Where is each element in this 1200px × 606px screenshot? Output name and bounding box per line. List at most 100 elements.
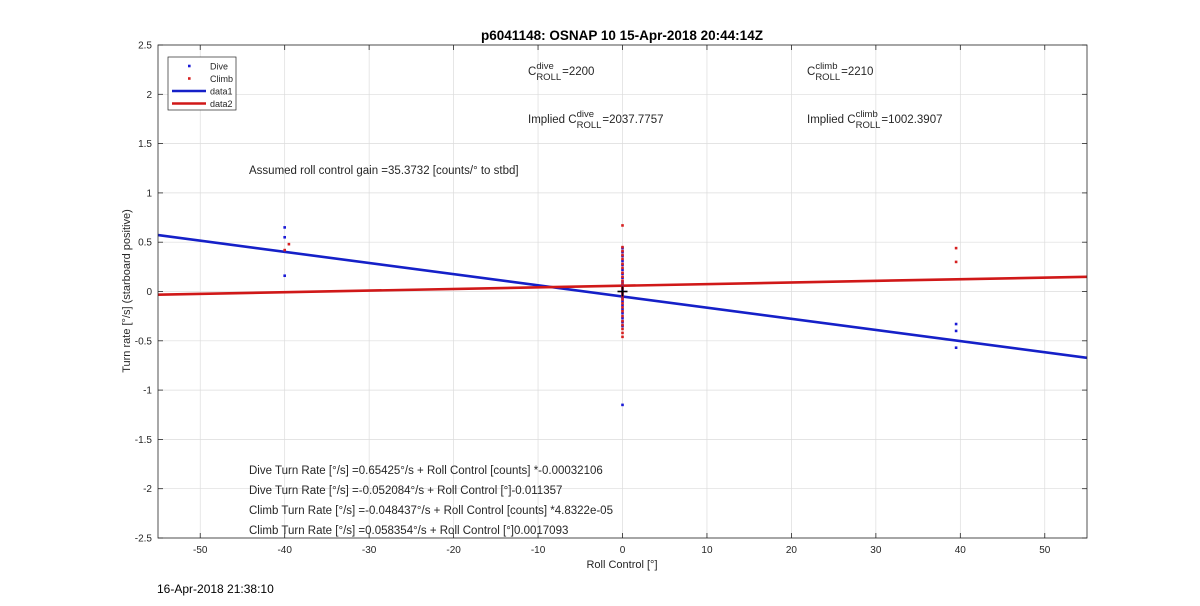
annotation-subscript: ROLL [536, 72, 561, 83]
x-tick-label: 0 [620, 545, 626, 556]
point-dive [954, 346, 958, 350]
point-dive [954, 329, 958, 333]
annotation-subscript: ROLL [815, 72, 840, 83]
x-tick-label: 20 [786, 545, 798, 556]
point-climb [621, 335, 624, 339]
annotation-superscript: climb [815, 61, 837, 72]
annotation-c_roll_dive: Cdive ROLL=2200 [528, 61, 594, 83]
point-climb [621, 262, 624, 266]
legend-label: data2 [210, 99, 233, 109]
point-climb [621, 298, 624, 301]
annotation-gain: Assumed roll control gain =35.3732 [coun… [249, 165, 519, 177]
annotation-subscript: ROLL [856, 120, 881, 131]
y-tick-label: 1 [146, 188, 152, 199]
y-axis-label: Turn rate [°/s] (starboard positive) [121, 209, 133, 373]
origin-marker [617, 286, 628, 297]
point-dive [283, 235, 286, 239]
annotation-suffix: =1002.3907 [881, 114, 942, 126]
point-climb [621, 253, 624, 257]
x-tick-label: -10 [531, 545, 546, 556]
x-tick-label: 40 [955, 545, 967, 556]
annotation-c_roll_climb: Cclimb ROLL=2210 [807, 61, 873, 83]
legend-box [167, 56, 237, 111]
x-tick-label: 50 [1039, 545, 1051, 556]
annotation-implied_dive: Implied Cdive ROLL=2037.7757 [528, 109, 663, 131]
point-climb [621, 314, 624, 318]
point-climb [621, 309, 624, 313]
annotation-suffix: =2210 [841, 66, 873, 78]
annotation-superscript: dive [536, 61, 553, 72]
x-tick-label: -40 [277, 545, 292, 556]
point-climb [621, 319, 624, 323]
annotation-suffix: =2200 [562, 66, 594, 78]
legend-marker [188, 77, 191, 80]
y-tick-label: 1.5 [138, 139, 152, 150]
point-dive [621, 403, 624, 407]
point-climb [954, 260, 958, 264]
point-dive [621, 300, 624, 303]
point-climb [621, 275, 624, 279]
legend-label: Dive [210, 61, 228, 71]
timestamp-footer: 16-Apr-2018 21:38:10 [157, 582, 274, 596]
y-tick-label: -1.5 [135, 435, 153, 446]
point-dive [621, 311, 624, 315]
point-dive [621, 304, 624, 307]
annotation-subscript: ROLL [577, 120, 602, 131]
x-tick-label: -20 [446, 545, 461, 556]
x-tick-label: 10 [701, 545, 713, 556]
annotation-prefix: C [807, 66, 815, 78]
annotation-prefix: C [528, 66, 536, 78]
y-tick-label: -2.5 [135, 534, 153, 545]
point-climb [621, 327, 624, 331]
point-climb [621, 266, 624, 270]
y-tick-label: -1 [143, 386, 152, 397]
legend-marker [188, 64, 191, 68]
annotation-fit3: Climb Turn Rate [°/s] =-0.048437°/s + Ro… [249, 505, 613, 517]
point-climb [621, 279, 624, 282]
legend-label: Climb [210, 74, 233, 84]
point-climb [287, 242, 291, 246]
point-climb [621, 305, 624, 309]
annotation-prefix: Implied C [528, 114, 577, 126]
y-tick-label: -2 [143, 484, 152, 495]
annotation-fit4: Climb Turn Rate [°/s] =0.058354°/s + Rol… [249, 525, 568, 537]
y-tick-label: 0.5 [138, 238, 152, 249]
point-dive [621, 259, 624, 263]
annotation-suffix: =2037.7757 [602, 114, 663, 126]
point-climb [621, 302, 624, 305]
x-axis-label: Roll Control [°] [586, 559, 657, 571]
point-climb [283, 248, 286, 252]
legend: Dive Climb data1 data2 [167, 56, 237, 111]
point-dive [621, 268, 624, 272]
y-tick-label: 2 [146, 90, 152, 101]
chart-title: p6041148: OSNAP 10 15-Apr-2018 20:44:14Z [481, 28, 763, 43]
x-tick-label: -30 [362, 545, 377, 556]
point-dive [283, 226, 286, 229]
point-climb [621, 249, 624, 253]
point-climb [621, 282, 624, 285]
annotation-fit2: Dive Turn Rate [°/s] =-0.052084°/s + Rol… [249, 485, 562, 497]
point-climb [621, 323, 624, 327]
legend-label: data1 [210, 86, 233, 96]
y-tick-label: -0.5 [135, 336, 153, 347]
point-dive [621, 316, 624, 320]
point-climb [621, 271, 624, 275]
point-climb [621, 224, 624, 227]
annotation-superscript: climb [856, 109, 878, 120]
y-tick-label: 0 [146, 287, 152, 298]
y-axis-ticks: -2.5 -2 -1.5 -1 -0.5 0 0.5 1 1.5 2 2.5 [135, 41, 1087, 545]
y-tick-label: 2.5 [138, 41, 152, 52]
annotation-fit1: Dive Turn Rate [°/s] =0.65425°/s + Roll … [249, 465, 603, 477]
point-climb [621, 245, 624, 249]
point-dive [954, 322, 958, 326]
annotation-implied_climb: Implied Cclimb ROLL=1002.3907 [807, 109, 942, 131]
point-dive [621, 307, 624, 311]
point-climb [621, 257, 624, 261]
x-axis-ticks: -50 -40 -30 -20 -10 0 10 20 30 40 50 [193, 45, 1051, 556]
x-tick-label: -50 [193, 545, 208, 556]
annotation-superscript: dive [577, 109, 594, 120]
x-tick-label: 30 [870, 545, 882, 556]
annotation-prefix: Implied C [807, 114, 856, 126]
